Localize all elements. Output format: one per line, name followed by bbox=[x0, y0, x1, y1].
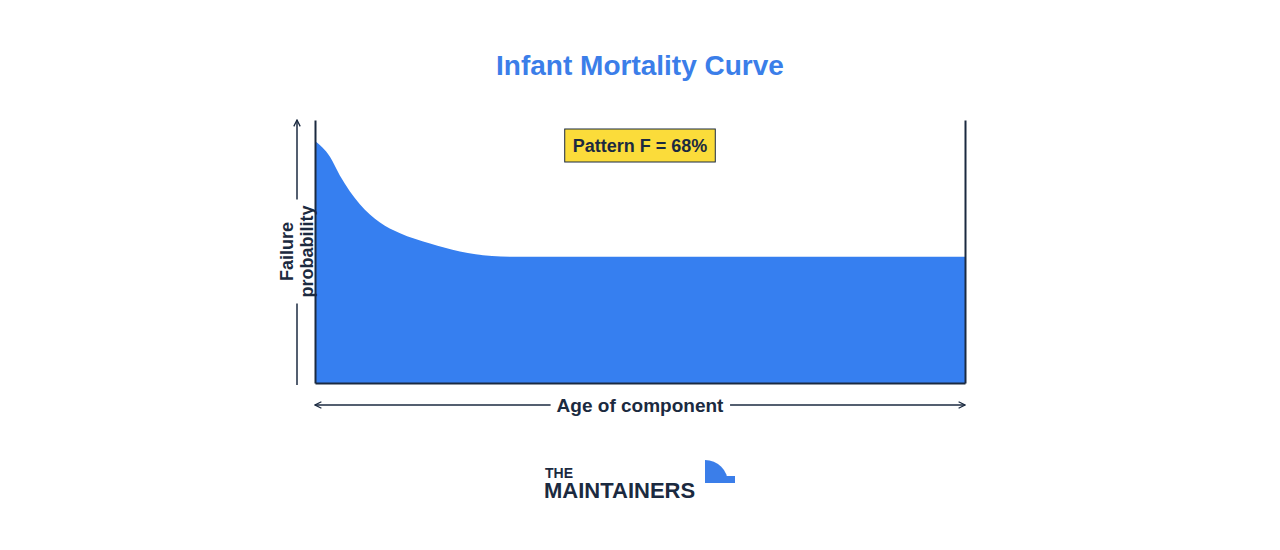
annotation-box bbox=[565, 129, 716, 162]
plot-area bbox=[315, 141, 965, 383]
logo-shape bbox=[722, 476, 735, 483]
annotation-text: Pattern F = 68% bbox=[573, 136, 708, 156]
title: Infant Mortality Curve bbox=[496, 50, 784, 81]
chart: Infant Mortality Curve Pattern F = 68% Age… bbox=[0, 0, 1280, 550]
y-axis-title: Failureprobability bbox=[277, 205, 317, 297]
area bbox=[315, 141, 965, 383]
logo: THEMAINTAINERS bbox=[544, 460, 735, 503]
right-frame bbox=[965, 121, 966, 384]
x-arrow: Age of component bbox=[315, 395, 965, 416]
x-axis bbox=[316, 383, 966, 384]
x-axis-title: Age of component bbox=[557, 395, 724, 416]
logo-text: MAINTAINERS bbox=[544, 478, 695, 503]
x-label-gap bbox=[551, 395, 730, 416]
y-arrow: Failureprobability bbox=[277, 120, 317, 385]
x-axis-line bbox=[316, 383, 966, 385]
right-frame-line bbox=[965, 121, 967, 384]
annotation: Pattern F = 68% bbox=[565, 129, 716, 162]
